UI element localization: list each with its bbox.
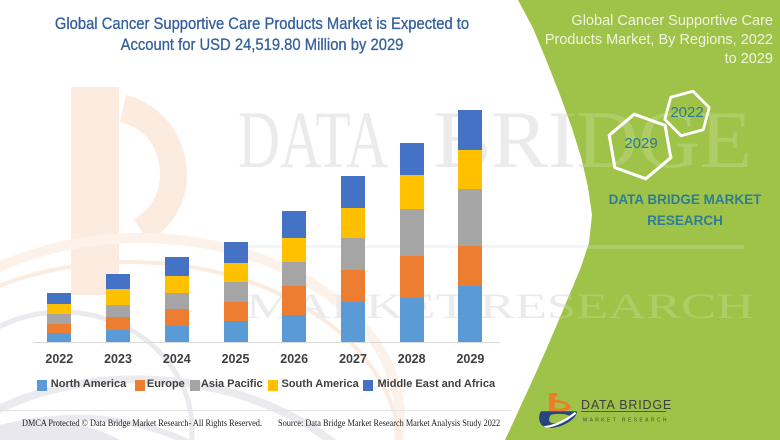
svg-text:DATA: DATA <box>238 94 388 185</box>
svg-text:MARKET RESEARCH: MARKET RESEARCH <box>583 418 669 424</box>
svg-text:DATA BRIDGE: DATA BRIDGE <box>581 398 672 412</box>
svg-text:MARKET RESEARCH: MARKET RESEARCH <box>246 286 754 326</box>
svg-text:DATA: DATA <box>238 94 388 185</box>
